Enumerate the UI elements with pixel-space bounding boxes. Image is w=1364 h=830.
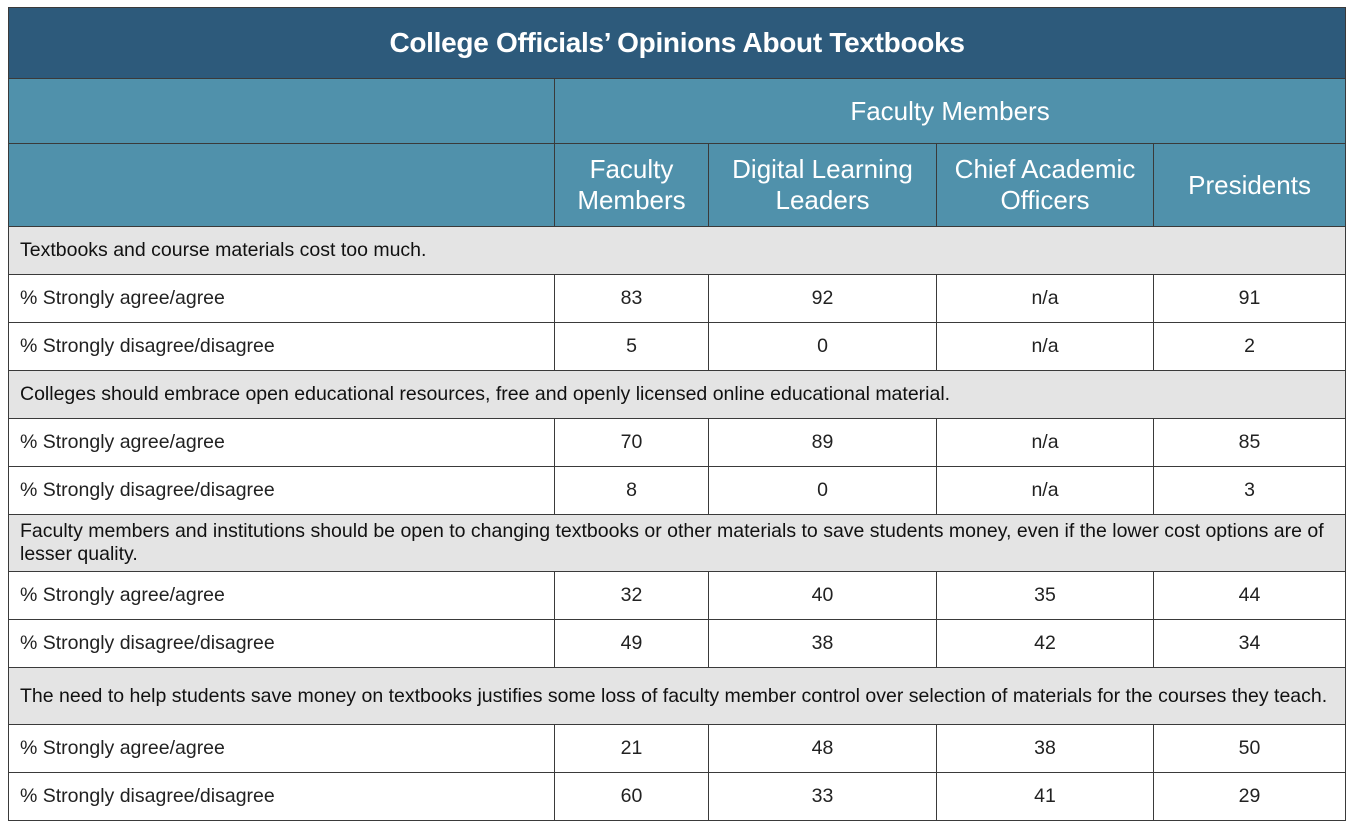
value-cell-faculty-members: 32: [554, 571, 709, 620]
empty-header-cell: [8, 143, 555, 227]
group-header: Faculty Members: [553, 78, 1347, 144]
value-cell-digital-learning-leaders: 0: [708, 466, 937, 515]
statement-row: Colleges should embrace open educational…: [7, 370, 1347, 419]
table-row: % Strongly agree/agree 32 40 35 44: [8, 571, 1347, 620]
table-row: % Strongly agree/agree 70 89 n/a 85: [8, 418, 1347, 467]
statement-row: Textbooks and course materials cost too …: [7, 226, 1347, 275]
value-cell-chief-academic-officers: n/a: [936, 274, 1154, 323]
value-cell-chief-academic-officers: 42: [936, 619, 1154, 668]
table-title: College Officials’ Opinions About Textbo…: [7, 7, 1347, 79]
value-cell-presidents: 3: [1152, 466, 1347, 515]
statement-text: Textbooks and course materials cost too …: [7, 226, 1347, 275]
column-header-chief-academic-officers: Chief Academic Officers: [936, 143, 1154, 227]
value-cell-digital-learning-leaders: 48: [708, 724, 937, 773]
row-label: % Strongly agree/agree: [8, 274, 555, 323]
value-cell-presidents: 44: [1152, 571, 1347, 620]
value-cell-presidents: 50: [1152, 724, 1347, 773]
value-cell-chief-academic-officers: 35: [936, 571, 1154, 620]
row-label: % Strongly agree/agree: [8, 724, 555, 773]
row-label: % Strongly agree/agree: [8, 571, 555, 620]
value-cell-faculty-members: 5: [554, 322, 709, 371]
table-row: % Strongly disagree/disagree 60 33 41 29: [8, 772, 1347, 821]
statement-text: Colleges should embrace open educational…: [7, 370, 1347, 419]
opinions-table-container: College Officials’ Opinions About Textbo…: [7, 7, 1347, 821]
value-cell-presidents: 2: [1152, 322, 1347, 371]
value-cell-faculty-members: 60: [554, 772, 709, 821]
value-cell-presidents: 29: [1152, 772, 1347, 821]
row-label: % Strongly disagree/disagree: [8, 466, 555, 515]
column-header-presidents: Presidents: [1152, 143, 1347, 227]
row-label: % Strongly agree/agree: [8, 418, 555, 467]
table-row: % Strongly agree/agree 83 92 n/a 91: [8, 274, 1347, 323]
value-cell-digital-learning-leaders: 0: [708, 322, 937, 371]
column-header-faculty-members: Faculty Members: [554, 143, 709, 227]
table-row: % Strongly disagree/disagree 8 0 n/a 3: [8, 466, 1347, 515]
value-cell-digital-learning-leaders: 38: [708, 619, 937, 668]
row-label: % Strongly disagree/disagree: [8, 322, 555, 371]
value-cell-chief-academic-officers: 38: [936, 724, 1154, 773]
value-cell-chief-academic-officers: n/a: [936, 322, 1154, 371]
value-cell-faculty-members: 83: [554, 274, 709, 323]
value-cell-digital-learning-leaders: 92: [708, 274, 937, 323]
value-cell-chief-academic-officers: n/a: [936, 418, 1154, 467]
value-cell-faculty-members: 21: [554, 724, 709, 773]
table-row: % Strongly disagree/disagree 49 38 42 34: [8, 619, 1347, 668]
table-row: % Strongly disagree/disagree 5 0 n/a 2: [8, 322, 1347, 371]
statement-row: The need to help students save money on …: [7, 667, 1347, 725]
row-label: % Strongly disagree/disagree: [8, 619, 555, 668]
table-row: % Strongly agree/agree 21 48 38 50: [8, 724, 1347, 773]
value-cell-faculty-members: 8: [554, 466, 709, 515]
statement-row: Faculty members and institutions should …: [7, 514, 1347, 572]
row-label: % Strongly disagree/disagree: [8, 772, 555, 821]
statement-text: Faculty members and institutions should …: [7, 514, 1347, 572]
value-cell-faculty-members: 49: [554, 619, 709, 668]
opinions-table: College Officials’ Opinions About Textbo…: [7, 7, 1347, 821]
statement-text: The need to help students save money on …: [7, 667, 1347, 725]
value-cell-digital-learning-leaders: 33: [708, 772, 937, 821]
value-cell-presidents: 91: [1152, 274, 1347, 323]
column-header-digital-learning-leaders: Digital Learning Leaders: [708, 143, 937, 227]
value-cell-chief-academic-officers: 41: [936, 772, 1154, 821]
table-body: Textbooks and course materials cost too …: [7, 226, 1347, 821]
value-cell-faculty-members: 70: [554, 418, 709, 467]
value-cell-chief-academic-officers: n/a: [936, 466, 1154, 515]
value-cell-presidents: 34: [1152, 619, 1347, 668]
value-cell-digital-learning-leaders: 40: [708, 571, 937, 620]
value-cell-presidents: 85: [1152, 418, 1347, 467]
value-cell-digital-learning-leaders: 89: [708, 418, 937, 467]
empty-header-cell: [8, 78, 555, 144]
